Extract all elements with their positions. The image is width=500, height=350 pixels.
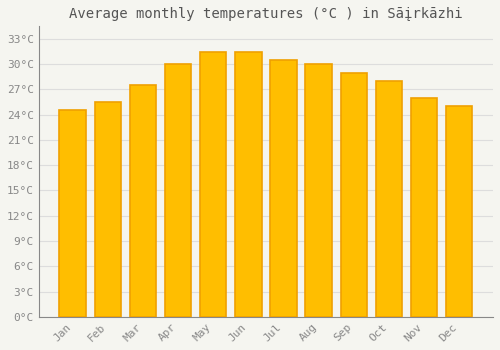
Bar bbox=[411, 98, 438, 317]
Bar bbox=[60, 111, 86, 317]
Bar bbox=[165, 64, 191, 317]
Bar bbox=[270, 60, 296, 317]
Title: Average monthly temperatures (°C ) in Sāįrkāzhi: Average monthly temperatures (°C ) in Sā… bbox=[69, 7, 462, 21]
Bar bbox=[340, 72, 367, 317]
Bar bbox=[130, 85, 156, 317]
Bar bbox=[376, 81, 402, 317]
Bar bbox=[200, 51, 226, 317]
Bar bbox=[235, 51, 262, 317]
Bar bbox=[306, 64, 332, 317]
Bar bbox=[94, 102, 121, 317]
Bar bbox=[446, 106, 472, 317]
